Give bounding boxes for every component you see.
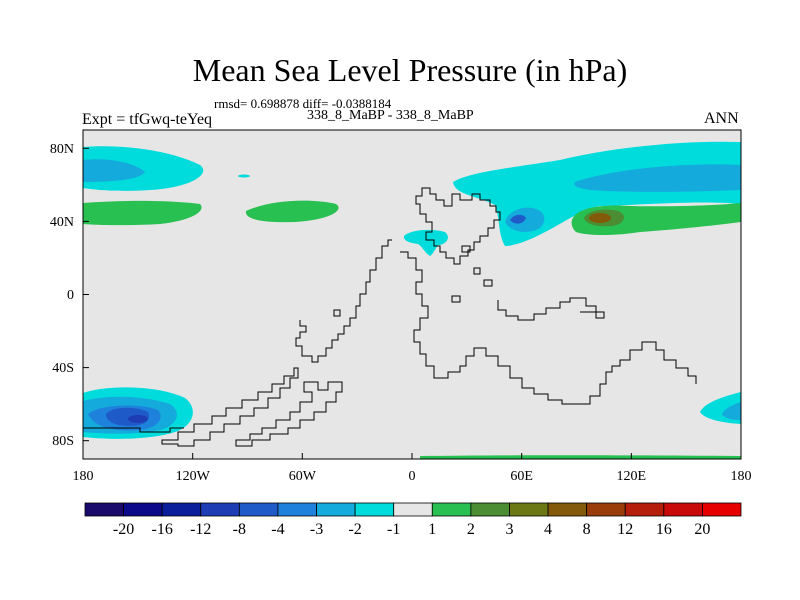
colorbar-swatch <box>238 502 279 517</box>
colorbar-label: -4 <box>271 521 284 538</box>
contour-north-pacific-low <box>83 146 250 191</box>
experiment-label: Expt = tfGwq-teYeq <box>82 111 213 128</box>
colorbar-label: -2 <box>348 521 361 538</box>
colorbar-swatch <box>547 502 588 517</box>
colorbar-swatch <box>586 502 626 517</box>
colorbar-label: 4 <box>544 521 552 538</box>
colorbar-label: -20 <box>113 521 134 538</box>
colorbar-label: -3 <box>310 521 323 538</box>
x-tick-label: 60E <box>510 469 533 484</box>
colorbar-swatch <box>354 502 395 517</box>
x-tick-label: 120E <box>617 469 647 484</box>
colorbar-swatch <box>200 502 240 517</box>
colorbar-label: 12 <box>617 521 633 538</box>
x-tick-label: 60W <box>289 469 317 484</box>
y-tick-label: 40N <box>50 215 74 230</box>
colorbar-swatch <box>470 502 510 517</box>
x-tick-label: 120W <box>176 469 211 484</box>
colorbar-swatch <box>393 502 433 517</box>
colorbar-label: -12 <box>190 521 211 538</box>
colorbar-label: 1 <box>428 521 436 538</box>
colorbar-label: 2 <box>467 521 475 538</box>
colorbar-swatch <box>277 502 317 517</box>
contour-eurasia-low <box>403 141 741 256</box>
colorbar-swatch <box>161 502 202 517</box>
y-tick-label: 80N <box>50 142 74 157</box>
colorbar-label: -8 <box>233 521 246 538</box>
colorbar-swatch <box>663 502 703 517</box>
colorbar-swatch <box>624 502 665 517</box>
x-tick-label: 180 <box>731 469 752 484</box>
colorbar-label: 8 <box>583 521 591 538</box>
contour-south-pacific-low <box>83 387 193 439</box>
colorbar-label: 20 <box>694 521 710 538</box>
contour-north-atlantic-high <box>83 200 339 226</box>
colorbar-labels: -20 -16 -12 -8 -4 -3 -2 -1 1 2 3 4 8 12 16 20 <box>113 521 710 538</box>
chart-title: Mean Sea Level Pressure (in hPa) <box>192 52 628 88</box>
contour-southern-ocean-low <box>700 392 741 424</box>
colorbar-label: 16 <box>656 521 672 538</box>
stats-line: rmsd= 0.698878 diff= -0.0388184 <box>214 96 392 111</box>
coastlines <box>83 187 697 447</box>
colorbar-swatch <box>431 502 472 517</box>
tick-marks <box>82 147 742 459</box>
x-tick-label: 180 <box>73 469 94 484</box>
y-tick-label: 0 <box>67 288 74 303</box>
y-tick-label: 40S <box>52 361 74 376</box>
colorbar-swatch <box>123 502 163 517</box>
contour-antarctic-strip <box>420 455 741 459</box>
x-tick-label: 0 <box>409 469 416 484</box>
experiments-line: 338_8_MaBP - 338_8_MaBP <box>307 108 474 123</box>
colorbar-label: -16 <box>152 521 173 538</box>
season-label: ANN <box>704 110 739 127</box>
contour-central-asia-high <box>571 203 741 235</box>
colorbar-label: 3 <box>505 521 513 538</box>
colorbar-swatch <box>316 502 356 517</box>
colorbar-swatch <box>509 502 549 517</box>
colorbar <box>84 502 742 517</box>
y-tick-label: 80S <box>52 434 74 449</box>
colorbar-swatch <box>84 502 124 517</box>
colorbar-swatch <box>702 502 742 517</box>
colorbar-label: -1 <box>387 521 400 538</box>
